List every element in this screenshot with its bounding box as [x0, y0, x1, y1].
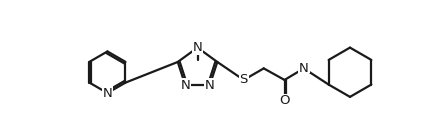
Text: N: N	[299, 62, 309, 75]
Text: N: N	[181, 79, 190, 92]
Text: N: N	[205, 79, 215, 92]
Text: O: O	[280, 94, 290, 107]
Text: S: S	[239, 74, 248, 86]
Text: N: N	[102, 87, 112, 100]
Text: N: N	[193, 41, 203, 54]
Text: H: H	[301, 60, 310, 73]
